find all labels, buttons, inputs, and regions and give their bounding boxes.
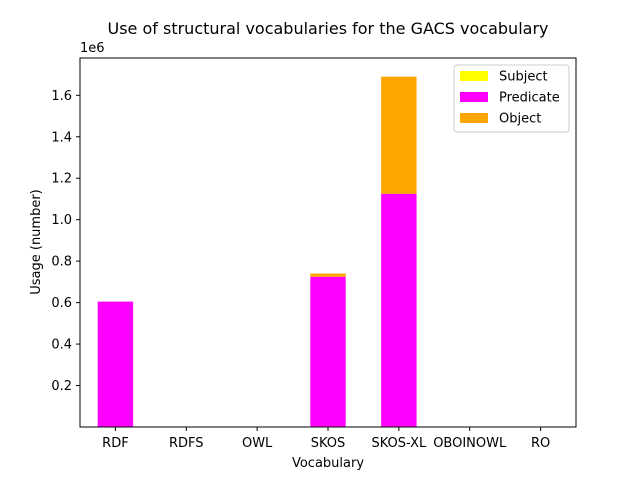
y-axis-label: Usage (number) [29, 189, 44, 295]
bar-object-skos [310, 273, 346, 277]
x-tick-label: RO [531, 436, 550, 451]
y-tick-label: 0.6 [51, 296, 72, 311]
bar-predicate-skos [310, 276, 346, 427]
legend: Subject Predicate Object [453, 64, 570, 133]
y-tick-label: 0.8 [51, 255, 72, 270]
bar-predicate-skos-xl [381, 193, 417, 427]
chart-title: Use of structural vocabularies for the G… [108, 19, 549, 38]
legend-label-object: Object [499, 112, 541, 127]
bars-layer [97, 76, 417, 427]
x-axis-label: Vocabulary [292, 456, 364, 471]
y-tick-label: 0.4 [51, 338, 72, 353]
y-axis: 0.2 0.4 0.6 0.8 1.0 1.2 1.4 1.6 [51, 89, 80, 394]
x-tick-label: RDF [102, 436, 129, 451]
y-tick-label: 1.4 [51, 130, 72, 145]
y-tick-label: 1.6 [51, 89, 72, 104]
legend-items: Subject Predicate Object [460, 70, 560, 127]
bar-predicate-rdf [97, 301, 134, 427]
x-tick-label: SKOS [311, 436, 346, 451]
y-tick-label: 1.0 [51, 213, 72, 228]
legend-label-predicate: Predicate [499, 91, 560, 106]
legend-swatch-predicate [460, 92, 488, 102]
legend-swatch-subject [460, 71, 488, 81]
legend-label-subject: Subject [499, 70, 548, 85]
x-tick-label: OBOINOWL [433, 436, 507, 451]
y-tick-label: 0.2 [51, 379, 72, 394]
y-axis-offset-label: 1e6 [80, 41, 105, 56]
x-axis: RDF RDFS OWL SKOS SKOS-XL OBOINOWL RO [102, 427, 550, 451]
x-tick-label: OWL [242, 436, 273, 451]
y-tick-label: 1.2 [51, 172, 72, 187]
bar-object-skos-xl [381, 76, 417, 194]
x-tick-label: SKOS-XL [371, 436, 426, 451]
x-tick-label: RDFS [169, 436, 204, 451]
legend-swatch-object [460, 113, 488, 123]
